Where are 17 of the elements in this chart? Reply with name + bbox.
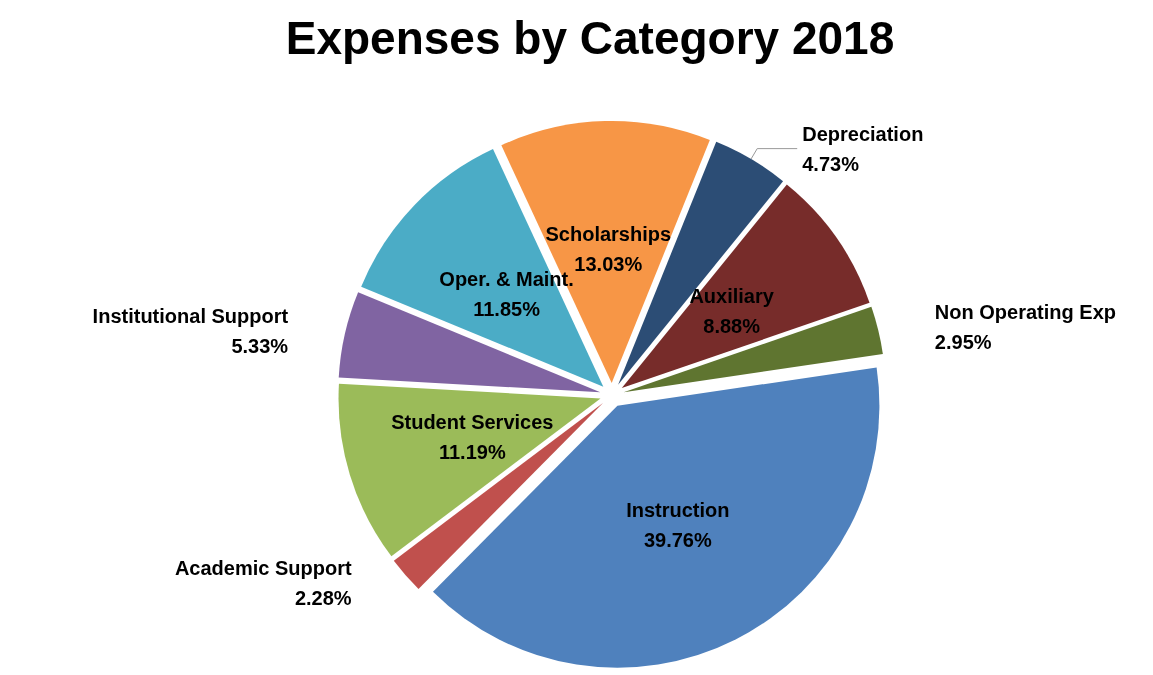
data-label: 4.73% xyxy=(802,152,860,175)
data-label: 2.28% xyxy=(294,587,352,610)
data-label: 13.03% xyxy=(574,253,643,276)
slice-label: Student Services xyxy=(391,411,554,434)
slice-label: Scholarships xyxy=(545,223,672,246)
data-label: 11.19% xyxy=(438,441,506,464)
data-label: 39.76% xyxy=(643,529,712,552)
slice-label: Institutional Support xyxy=(92,305,289,328)
slice-label: Non Operating Exp xyxy=(934,301,1116,324)
data-label: 5.33% xyxy=(231,335,289,358)
data-label: 8.88% xyxy=(703,315,761,338)
slice-label: Academic Support xyxy=(174,557,352,580)
data-label: 11.85% xyxy=(473,298,541,321)
data-label: 2.95% xyxy=(934,331,992,354)
slice-label: Instruction xyxy=(626,499,730,522)
chart-title: Expenses by Category 2018 xyxy=(285,12,895,64)
slice-label: Depreciation xyxy=(802,122,924,145)
